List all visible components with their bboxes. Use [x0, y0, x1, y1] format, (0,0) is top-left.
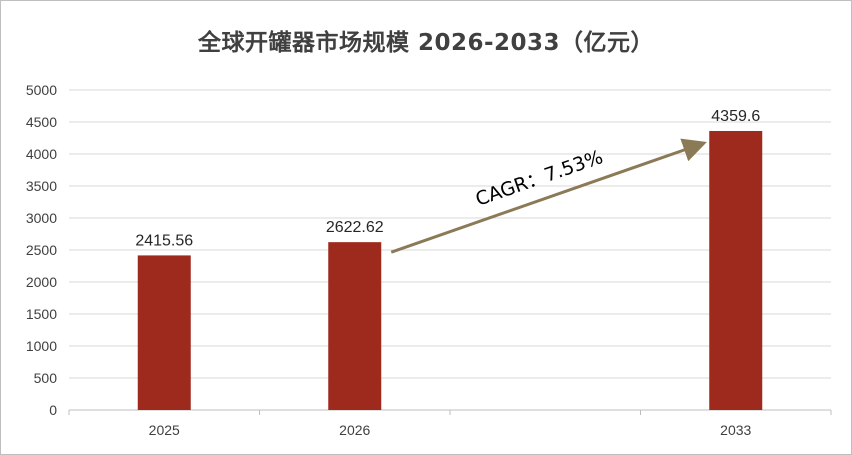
y-tick-label: 4500 [26, 114, 57, 130]
data-label: 2622.62 [326, 219, 384, 236]
y-tick-label: 2000 [26, 274, 57, 290]
bars [137, 130, 763, 410]
y-tick-label: 3000 [26, 210, 57, 226]
data-label: 2415.56 [135, 232, 193, 249]
y-tick-label: 0 [49, 402, 57, 418]
y-tick-label: 3500 [26, 178, 57, 194]
chart-title: 全球开罐器市场规模 2026-2033（亿元） [197, 30, 655, 56]
data-labels: 2415.56 2622.62 4359.6 [135, 108, 760, 249]
data-label: 4359.6 [711, 108, 760, 125]
y-tick-label: 4000 [26, 146, 57, 162]
bar [328, 242, 382, 410]
y-tick-label: 2500 [26, 242, 57, 258]
y-tick-label: 1500 [26, 306, 57, 322]
gridlines [69, 89, 831, 379]
x-tick-label: 2025 [149, 422, 180, 438]
axes: 0 500 1000 1500 2000 2500 3000 3500 4000 4500 5000… [26, 82, 832, 438]
bar [709, 130, 763, 410]
y-tick-label: 1000 [26, 338, 57, 354]
x-tick-label: 2026 [339, 422, 370, 438]
bar [137, 255, 191, 410]
cagr-annotation: CAGR：7.53% [390, 138, 707, 254]
x-tick-label: 2033 [720, 422, 751, 438]
cagr-arrow [390, 138, 707, 254]
y-tick-label: 500 [34, 370, 58, 386]
y-tick-label: 5000 [26, 82, 57, 98]
